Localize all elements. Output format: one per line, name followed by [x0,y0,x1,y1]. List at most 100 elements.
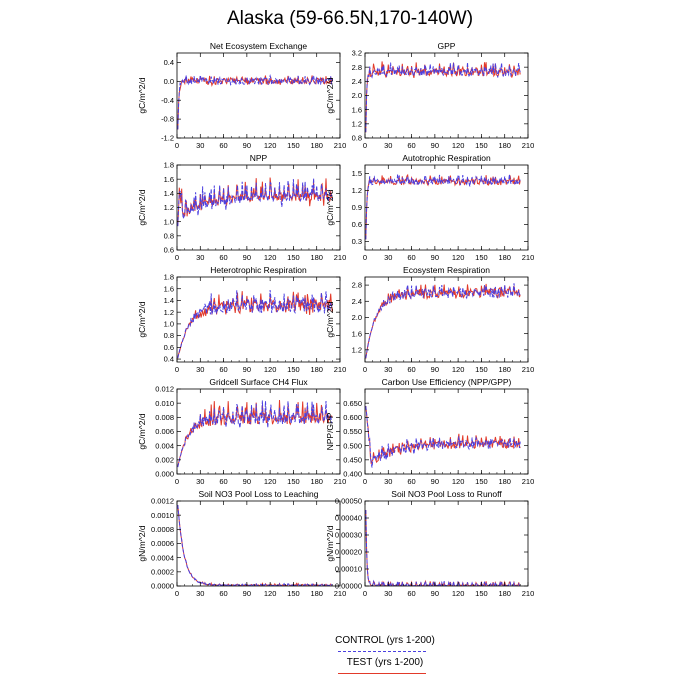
y-tick-label: 1.6 [352,329,362,338]
y-tick-label: 1.2 [164,308,174,317]
x-tick-label: 60 [219,477,227,486]
x-tick-label: 0 [175,477,179,486]
x-tick-label: 210 [522,365,535,374]
x-tick-label: 0 [363,141,367,150]
x-tick-label: 180 [498,365,511,374]
y-tick-label: 1.2 [352,345,362,354]
x-tick-label: 120 [264,365,277,374]
chart-title: Soil NO3 Pool Loss to Runoff [391,489,502,499]
x-tick-label: 60 [407,365,415,374]
series-test-line [177,291,333,359]
x-tick-label: 210 [334,253,347,262]
y-tick-label: 0.00030 [335,531,362,540]
chart-title: Heterotrophic Respiration [210,265,307,275]
legend-control-label: CONTROL (yrs 1-200) [335,635,435,646]
plot-frame [364,500,529,587]
x-tick-label: 150 [475,477,488,486]
y-tick-label: 0.500 [343,441,362,450]
chart-leach: Soil NO3 Pool Loss to Leaching gN/m^2/d 0 3… [137,489,346,598]
y-tick-label: 2.8 [352,281,362,290]
x-tick-label: 120 [452,589,465,598]
x-tick-label: 90 [431,477,439,486]
series-control-line [177,400,333,468]
y-tick-label: 0.0004 [151,553,174,562]
x-tick-label: 30 [384,253,392,262]
x-tick-label: 120 [452,253,465,262]
x-tick-label: 180 [498,141,511,150]
y-tick-label: 0.0002 [151,567,174,576]
y-tick-label: 0.400 [343,470,362,479]
y-tick-label: 0.0012 [151,497,174,506]
x-tick-label: 90 [243,365,251,374]
y-tick-label: 0.012 [155,385,174,394]
y-tick-label: 2.8 [352,63,362,72]
x-tick-label: 120 [452,477,465,486]
y-tick-label: 0.00020 [335,548,362,557]
y-tick-label: 1.0 [164,217,174,226]
x-tick-label: 60 [219,589,227,598]
x-tick-label: 180 [498,477,511,486]
legend-control-line [338,651,426,652]
y-tick-label: 0.00000 [335,582,362,591]
y-tick-label: 0.0006 [151,539,174,548]
series-control-line [365,174,521,240]
x-tick-label: 30 [384,589,392,598]
y-axis-label: gC/m^2/d [325,301,335,337]
x-tick-label: 150 [287,141,300,150]
y-tick-label: 0.0 [164,77,174,86]
x-tick-label: 30 [196,477,204,486]
y-axis-label: gN/m^2/d [137,525,147,561]
y-tick-label: 0.6 [352,220,362,229]
x-tick-label: 120 [264,253,277,262]
y-tick-label: 1.2 [164,203,174,212]
x-tick-label: 30 [196,141,204,150]
y-axis-label: gN/m^2/d [325,525,335,561]
x-tick-label: 0 [363,477,367,486]
x-tick-label: 120 [452,141,465,150]
x-tick-label: 90 [243,253,251,262]
y-tick-label: 0.450 [343,455,362,464]
y-tick-label: 1.2 [352,119,362,128]
y-tick-label: 1.6 [164,175,174,184]
chart-title: Ecosystem Respiration [403,265,490,275]
y-tick-label: 0.650 [343,399,362,408]
y-tick-label: 0.8 [352,134,362,143]
x-tick-label: 90 [243,141,251,150]
x-tick-label: 60 [219,141,227,150]
chart-title: Carbon Use Efficiency (NPP/GPP) [382,377,512,387]
series-test-line [365,61,521,133]
legend-test-label: TEST (yrs 1-200) [346,657,424,668]
y-axis-label: NPP/GPP [325,412,335,450]
series-control-line [177,178,333,227]
x-tick-label: 120 [264,141,277,150]
y-tick-label: 0.4 [164,58,174,67]
y-tick-label: 1.8 [164,273,174,282]
x-tick-label: 150 [475,589,488,598]
series-test-line [365,405,521,464]
x-tick-label: 60 [407,253,415,262]
y-tick-label: 1.2 [352,186,362,195]
chart-title: Gridcell Surface CH4 Flux [209,377,308,387]
y-tick-label: 2.0 [352,313,362,322]
y-tick-label: 0.004 [155,441,174,450]
series-test-line [365,283,521,359]
x-tick-label: 0 [363,589,367,598]
y-tick-label: 1.5 [352,169,362,178]
y-axis-label: gC/m^2/d [137,413,147,449]
chart-cue: Carbon Use Efficiency (NPP/GPP) NPP/GPP 0 3… [325,377,534,486]
x-tick-label: 0 [175,141,179,150]
x-tick-label: 60 [219,365,227,374]
series-control-line [365,509,521,586]
y-tick-label: 0.002 [155,455,174,464]
y-tick-label: 0.8 [164,231,174,240]
x-tick-label: 0 [363,365,367,374]
chart-gpp: GPP gC/m^2/d 0 30 60 90 120 150 180 210 0.8 1.2 1.6 2… [325,41,534,150]
x-tick-label: 90 [431,365,439,374]
plot-frame [364,164,529,251]
x-tick-label: 90 [243,477,251,486]
y-tick-label: 2.4 [352,297,362,306]
y-tick-label: 0.00050 [335,497,362,506]
y-tick-label: 3.2 [352,49,362,58]
y-tick-label: 1.6 [352,105,362,114]
